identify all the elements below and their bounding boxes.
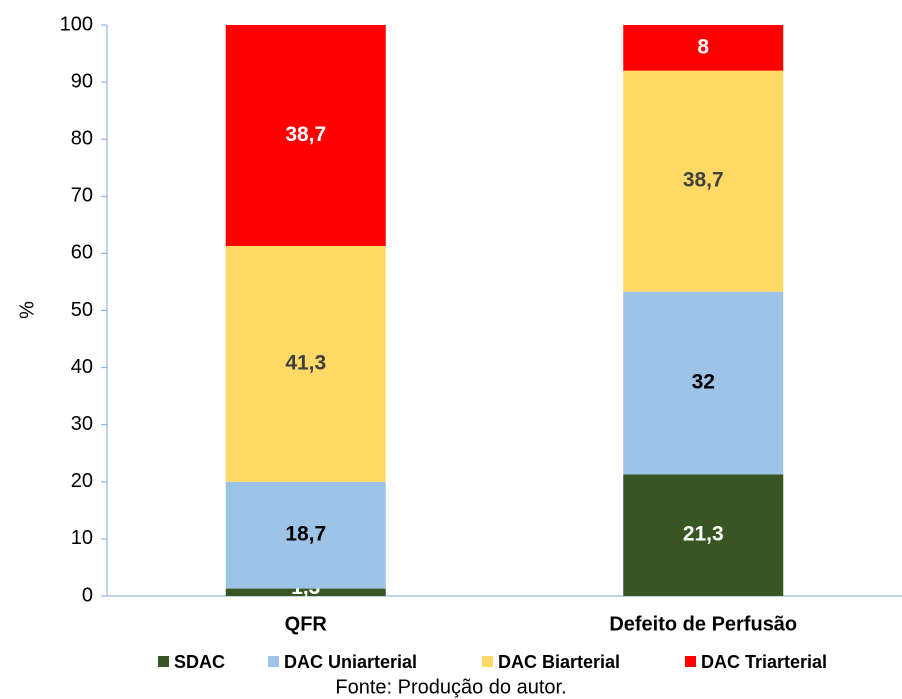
legend-swatch [268,656,279,667]
value-label: 41,3 [285,351,326,374]
y-tick-label: 20 [71,470,93,492]
y-tick-label: 50 [71,299,93,321]
legend-label: DAC Triarterial [701,652,827,672]
bar-segment [623,291,784,475]
value-label: 18,7 [285,523,326,546]
legend-label: SDAC [174,652,225,672]
bar-segment [623,25,784,71]
value-label: 21,3 [683,523,724,546]
y-tick-label: 40 [71,356,93,378]
y-tick-label: 70 [71,185,93,207]
y-tick-label: 10 [71,527,93,549]
bar-segment [225,25,386,246]
x-tick-label: QFR [285,613,328,635]
y-tick-label: 0 [82,584,93,606]
y-tick-label: 90 [71,70,93,92]
bar-segment [225,588,386,596]
value-label: 32 [692,371,715,394]
legend-label: DAC Uniarterial [284,652,417,672]
bar-segment [623,474,784,596]
x-tick-label: Defeito de Perfusão [609,613,797,635]
y-tick-label: 80 [71,127,93,149]
bar-segment [225,481,386,589]
legend-swatch [158,656,169,667]
value-label: 38,7 [683,169,724,192]
source-note: Fonte: Produção do autor. [335,676,566,698]
bar-segment [225,245,386,482]
y-tick-label: 60 [71,242,93,264]
y-tick-label: 100 [60,13,93,35]
value-label: 8 [697,35,709,58]
value-label: 38,7 [285,123,326,146]
bar-segment [623,70,784,292]
legend-swatch [685,656,696,667]
legend-swatch [482,656,493,667]
y-axis-label: % [16,301,38,319]
y-tick-label: 30 [71,413,93,435]
legend-label: DAC Biarterial [498,652,620,672]
